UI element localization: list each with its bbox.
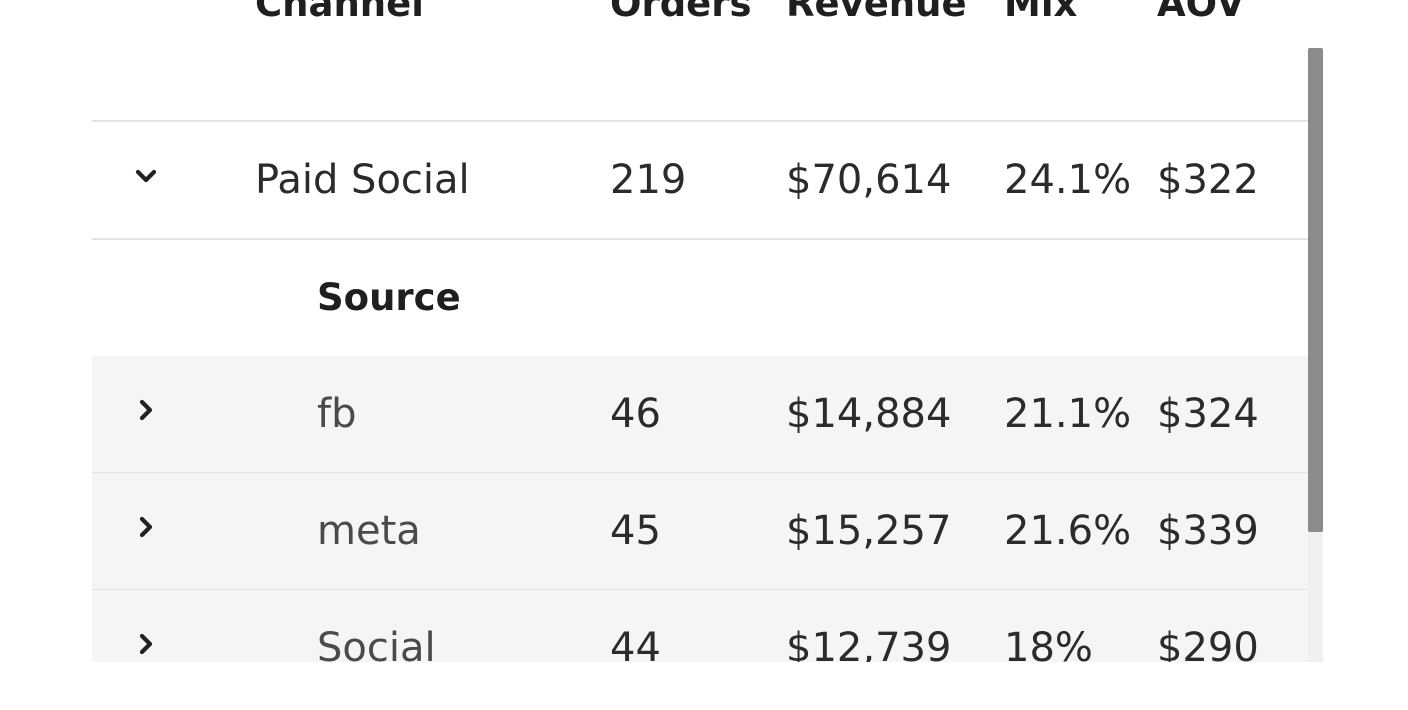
aov-cell: $324 xyxy=(1157,391,1259,437)
chevron-right-icon[interactable] xyxy=(132,630,160,658)
table-row[interactable]: Social 44 $12,739 18% $290 xyxy=(92,590,1308,662)
revenue-cell: $12,739 xyxy=(786,625,952,662)
orders-cell: 44 xyxy=(610,625,661,662)
table-row[interactable]: meta 45 $15,257 21.6% $339 xyxy=(92,473,1308,591)
source-cell: Social xyxy=(317,625,436,662)
mix-cell: 21.6% xyxy=(1004,508,1132,554)
orders-cell: 219 xyxy=(610,157,687,203)
column-header-revenue[interactable]: Revenue xyxy=(786,0,967,25)
column-header-source[interactable]: Source xyxy=(317,276,461,319)
mix-cell: 24.1% xyxy=(1004,157,1132,203)
mix-cell: 18% xyxy=(1004,625,1093,662)
sub-header-row: Source xyxy=(92,240,1308,358)
aov-cell: $322 xyxy=(1157,157,1259,203)
scrollbar-thumb[interactable] xyxy=(1308,48,1323,532)
chevron-right-icon[interactable] xyxy=(132,396,160,424)
column-header-mix[interactable]: Mix xyxy=(1004,0,1078,25)
orders-cell: 46 xyxy=(610,391,661,437)
column-header-orders[interactable]: Orders xyxy=(610,0,752,25)
table-row-paid-social[interactable]: Paid Social 219 $70,614 24.1% $322 xyxy=(92,122,1308,240)
column-header-channel[interactable]: Channel xyxy=(255,0,424,25)
source-cell: meta xyxy=(317,508,421,554)
revenue-cell: $70,614 xyxy=(786,157,952,203)
column-header-aov[interactable]: AOV xyxy=(1157,0,1245,25)
channel-table: Channel Orders Revenue Mix AOV Paid Soci… xyxy=(92,0,1323,662)
mix-cell: 21.1% xyxy=(1004,391,1132,437)
table-row[interactable]: fb 46 $14,884 21.1% $324 xyxy=(92,356,1308,474)
aov-cell: $339 xyxy=(1157,508,1259,554)
chevron-right-icon[interactable] xyxy=(132,513,160,541)
source-cell: fb xyxy=(317,391,357,437)
revenue-cell: $15,257 xyxy=(786,508,952,554)
chevron-down-icon[interactable] xyxy=(132,162,160,190)
revenue-cell: $14,884 xyxy=(786,391,952,437)
channel-cell: Paid Social xyxy=(255,157,470,203)
table-header-row: Channel Orders Revenue Mix AOV xyxy=(92,0,1308,122)
aov-cell: $290 xyxy=(1157,625,1259,662)
orders-cell: 45 xyxy=(610,508,661,554)
